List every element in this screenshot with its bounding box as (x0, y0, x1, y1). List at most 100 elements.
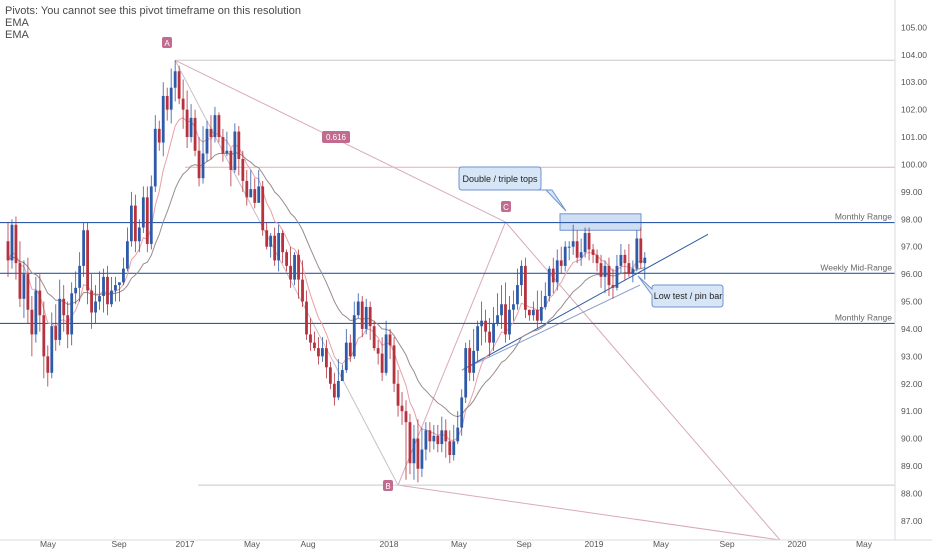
candle-down (551, 257, 555, 294)
candle-body (281, 232, 285, 253)
candle-body (30, 309, 34, 335)
candle-down (38, 274, 42, 332)
candle-up (110, 276, 113, 308)
candle-down (265, 222, 269, 250)
candle-down (332, 372, 336, 406)
candle-down (309, 317, 312, 351)
pivots-legend[interactable]: Pivots: You cannot see this pivot timefr… (5, 5, 301, 17)
candle-body (141, 197, 145, 228)
candle-body (277, 232, 281, 261)
point-a-label: A (164, 39, 170, 48)
candle-body (145, 197, 149, 244)
candle-body (611, 285, 615, 288)
candle-body (197, 150, 201, 179)
chart-annotations: A B C 0.616 Double / triple tops Low test / p… (162, 37, 724, 491)
candle-body (245, 180, 249, 198)
candle-body (10, 224, 14, 261)
candle-down (217, 112, 221, 143)
candle-body (583, 232, 587, 253)
candle-up (547, 265, 551, 302)
low-test-callout-bg (637, 275, 724, 308)
y-tick-label: 100.00 (901, 159, 927, 169)
candle-up (543, 282, 547, 310)
fib-label: 0.616 (326, 133, 347, 142)
candle-up (643, 252, 647, 280)
y-tick-label: 105.00 (901, 22, 927, 32)
candle-up (508, 296, 511, 340)
candle-up (432, 424, 436, 450)
candle-body (22, 274, 26, 299)
y-tick-label: 101.00 (901, 132, 927, 142)
candle-body (201, 153, 205, 179)
candle-body (643, 257, 647, 264)
candle-body (356, 301, 360, 316)
y-tick-label: 90.00 (901, 434, 923, 444)
y-tick-label: 98.00 (901, 214, 923, 224)
candle-up (364, 298, 368, 335)
candle-down (90, 274, 93, 329)
candle-down (595, 249, 599, 272)
ema-legend-2[interactable]: EMA (5, 29, 29, 41)
candle-down (623, 249, 627, 280)
candle-up (205, 120, 209, 162)
ema-legend-1[interactable]: EMA (5, 17, 29, 29)
candle-body (468, 348, 472, 373)
candle-body (38, 290, 42, 316)
candle-down (66, 301, 70, 349)
price-axis[interactable]: 87.00 88.00 89.00 90.00 91.00 92.00 93.00 94.00… (894, 0, 932, 540)
candle-body (639, 238, 643, 264)
candle-down (241, 150, 245, 192)
time-axis[interactable]: May Sep 2017 May Aug 2018 May Sep 2019 May Sep 2020… (0, 539, 932, 549)
y-tick-label: 87.00 (901, 516, 923, 526)
candle-down (273, 227, 277, 266)
y-tick-label: 91.00 (901, 406, 923, 416)
candle-body (305, 301, 308, 335)
candle-down (54, 304, 58, 351)
candle-body (631, 268, 635, 275)
candle-body (46, 356, 50, 373)
candle-body (177, 71, 181, 99)
candle-body (42, 315, 46, 357)
candle-body (535, 309, 539, 321)
candle-down (559, 246, 563, 275)
candle-down (46, 345, 50, 387)
candle-body (301, 279, 304, 302)
candle-down (42, 301, 46, 379)
candle-body (237, 131, 241, 159)
candle-down (388, 328, 392, 360)
candle-down (392, 337, 396, 392)
candle-body (404, 411, 408, 423)
candle-body (484, 320, 487, 332)
candle-down (575, 230, 579, 264)
candle-body (317, 348, 320, 357)
candle-up (563, 241, 567, 272)
candle-body (54, 326, 58, 340)
candle-body (253, 189, 257, 203)
x-tick-label: 2020 (788, 539, 807, 549)
candle-up (189, 104, 193, 143)
candle-body (332, 383, 336, 398)
candle-body (360, 301, 364, 329)
candle-down (524, 257, 527, 318)
candle-up (500, 285, 503, 329)
candle-body (149, 186, 153, 244)
candle-down (26, 257, 30, 324)
candle-body (50, 326, 54, 373)
candle-down (372, 320, 376, 351)
candle-body (289, 265, 292, 280)
candle-up (352, 301, 356, 360)
candle-down (181, 79, 185, 129)
candle-body (205, 128, 209, 154)
candle-body (169, 87, 173, 110)
candle-body (571, 241, 575, 247)
candle-down (221, 128, 225, 162)
candle-up (340, 364, 344, 382)
level-label: Monthly Range (835, 212, 892, 222)
candle-down (396, 370, 400, 417)
candle-down (504, 282, 507, 343)
double-top-callout: Double / triple tops (462, 174, 538, 184)
candle-body (90, 290, 93, 313)
candle-down (348, 334, 352, 362)
candle-up (22, 260, 26, 318)
